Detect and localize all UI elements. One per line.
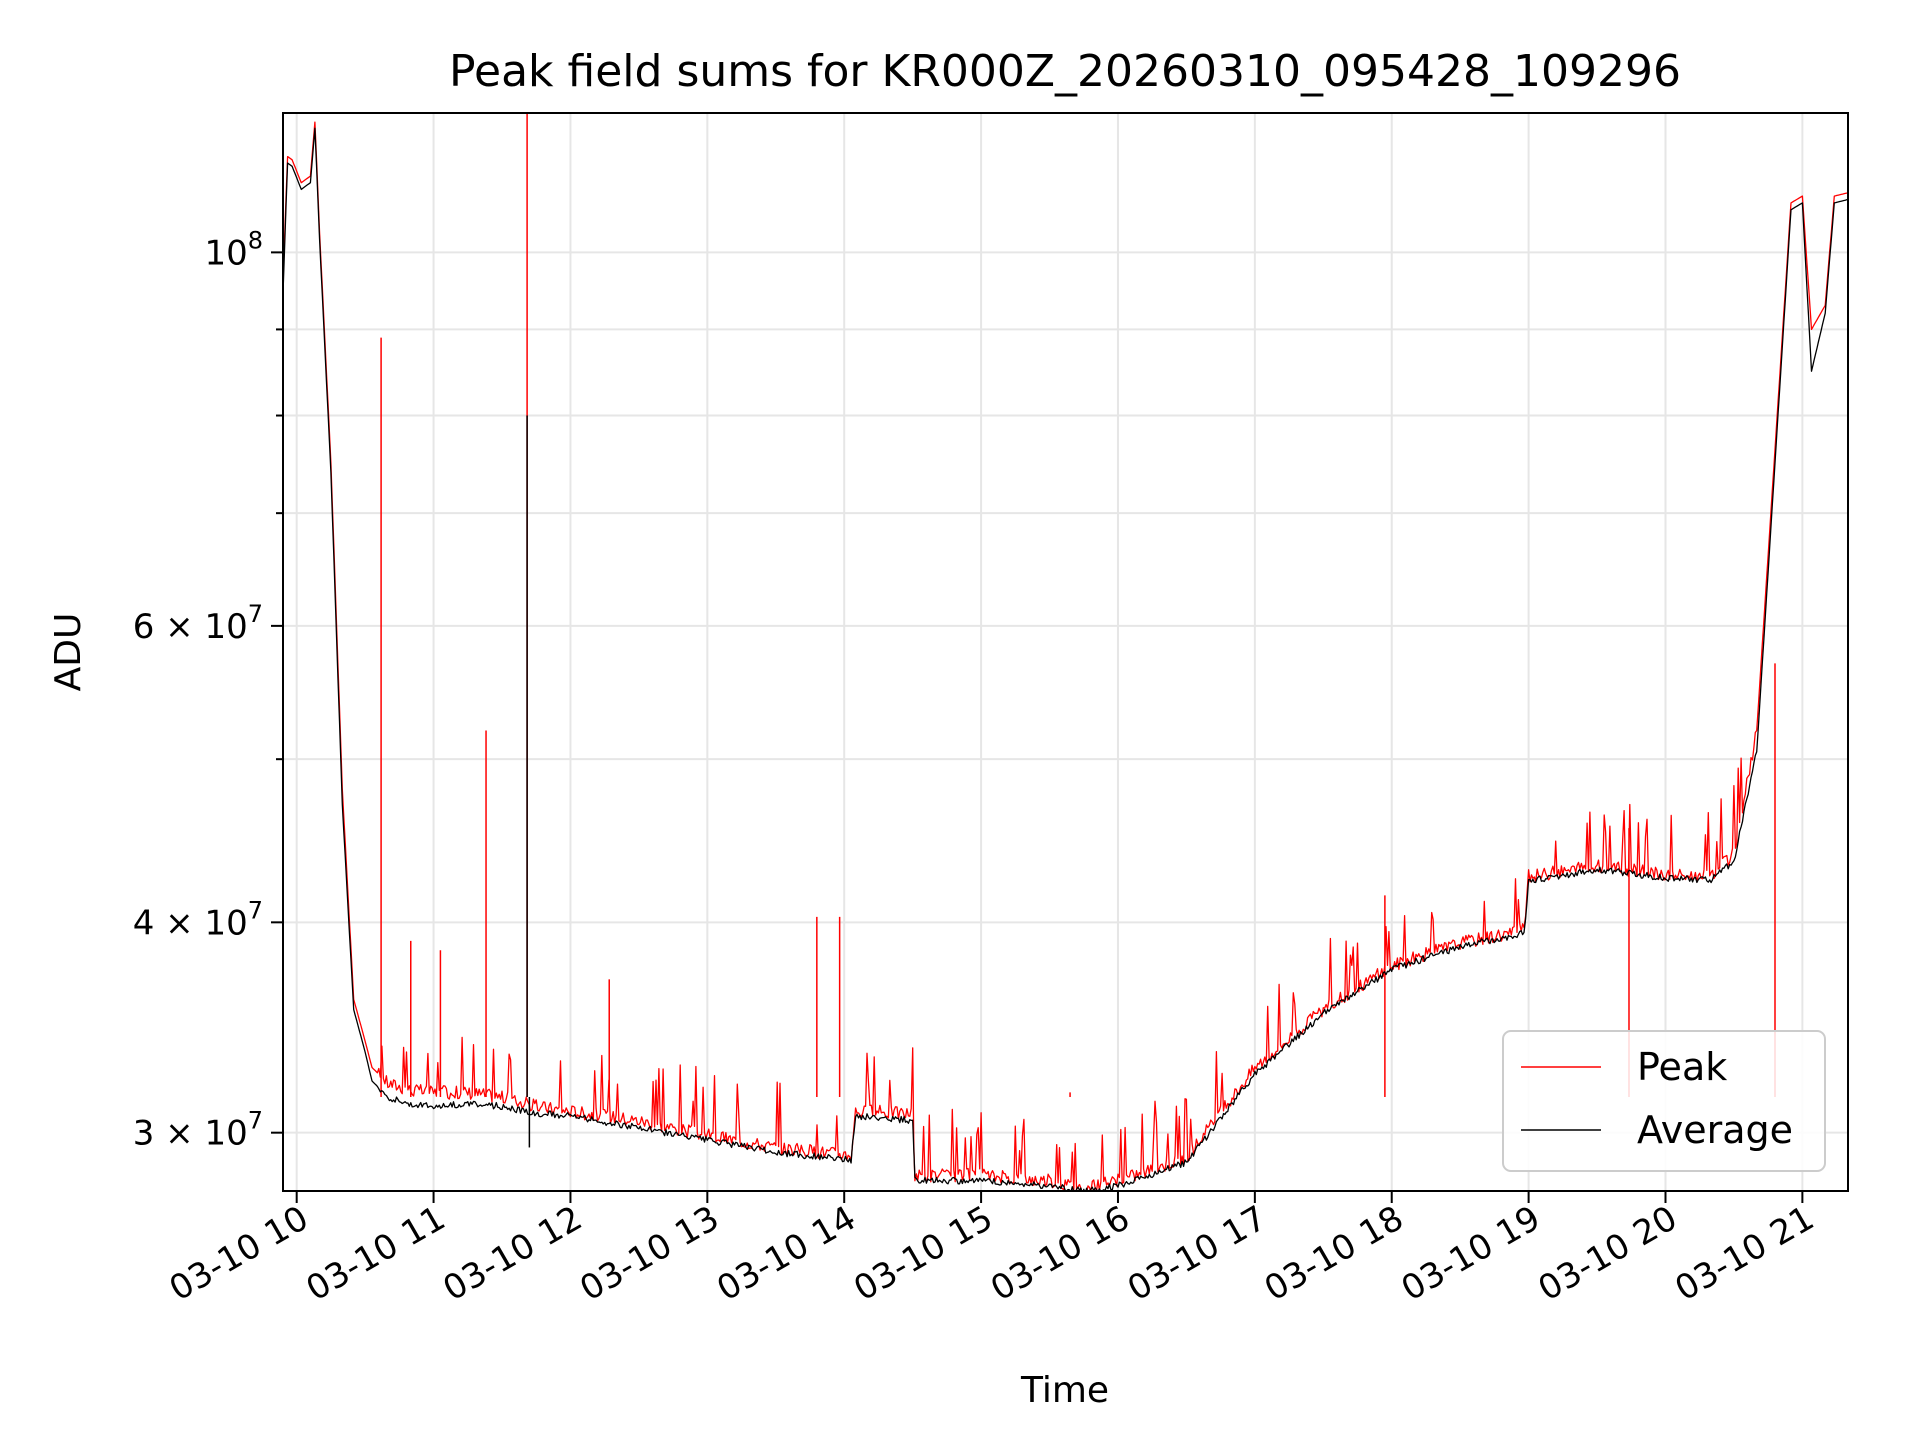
plot-series <box>283 113 1848 1191</box>
y-tick-label: 6 × 107 <box>133 600 263 647</box>
x-axis-label: Time <box>1020 1370 1109 1411</box>
legend: Peak Average <box>1502 1030 1826 1172</box>
y-tick-label: 108 <box>204 226 263 273</box>
plot-frame <box>282 112 1849 1192</box>
y-tick-label: 4 × 107 <box>133 896 263 943</box>
chart-title: Peak field sums for KR000Z_20260310_0954… <box>449 46 1681 97</box>
legend-peak-label: Peak <box>1637 1045 1727 1089</box>
legend-box <box>1502 1030 1826 1172</box>
peak-series-line <box>283 121 1848 1191</box>
grid <box>283 113 1848 1191</box>
average-series-line <box>283 127 1848 1191</box>
y-axis: 3 × 107 4 × 107 6 × 107 108 <box>133 226 283 1154</box>
y-axis-label: ADU <box>48 613 89 692</box>
legend-average-label: Average <box>1637 1108 1793 1152</box>
y-tick-label: 3 × 107 <box>133 1107 263 1154</box>
